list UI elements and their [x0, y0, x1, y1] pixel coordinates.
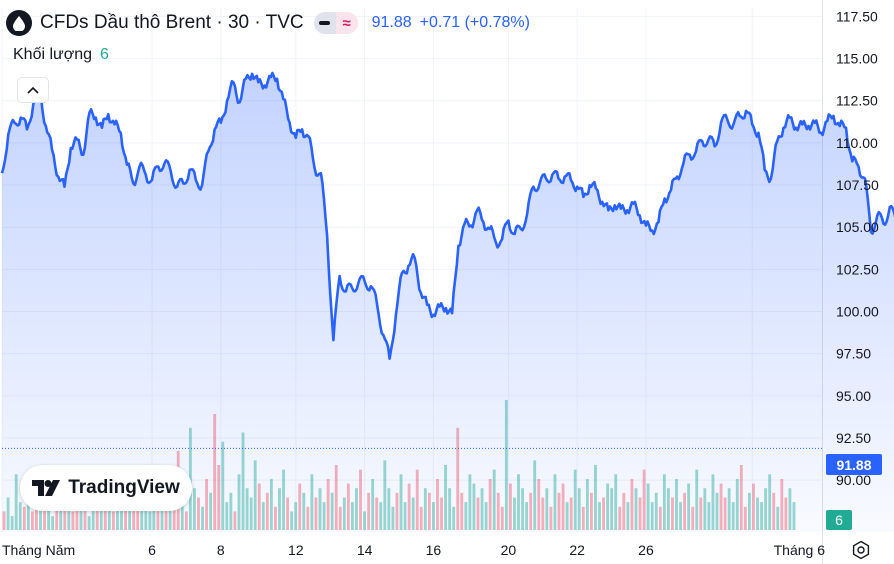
y-tick-label: 100.00	[836, 304, 879, 320]
settings-gear-icon[interactable]	[849, 539, 873, 561]
collapse-legend-button[interactable]	[17, 77, 49, 103]
y-tick-label: 117.50	[836, 8, 878, 24]
y-tick-label: 112.50	[836, 93, 878, 109]
x-tick-label: 14	[357, 542, 373, 558]
x-tick-label: 12	[288, 542, 304, 558]
x-tick-label: 22	[569, 542, 585, 558]
y-tick-label: 105.00	[836, 219, 879, 235]
last-price-value: 91.88	[371, 14, 412, 31]
price-line	[0, 71, 894, 360]
x-tick-label: 8	[217, 542, 225, 558]
y-tick-label: 92.50	[836, 430, 871, 446]
x-tick-label: 26	[638, 542, 654, 558]
chevron-up-icon	[27, 86, 39, 94]
x-tick-label: 16	[426, 542, 442, 558]
approx-icon: ≈	[335, 12, 358, 34]
x-tick-label: Tháng Năm	[2, 542, 75, 558]
y-tick-label: 110.00	[836, 135, 878, 151]
last-price-tag: 91.88	[826, 454, 882, 475]
tradingview-badge[interactable]: TradingView	[20, 465, 192, 511]
y-tick-label: 102.50	[836, 261, 879, 277]
tradingview-wordmark: TradingView	[68, 477, 180, 498]
tradingview-logo-icon	[32, 480, 61, 496]
volume-legend: Khối lượng 6	[13, 46, 109, 64]
y-tick-label: 95.00	[836, 388, 871, 404]
y-tick-label: 97.50	[836, 346, 871, 362]
symbol-flags[interactable]: ≈	[313, 12, 358, 34]
volume-label: Khối lượng	[13, 46, 93, 63]
time-axis[interactable]: Tháng Năm 6 8 12 14 16 20 22 26 Tháng 6	[2, 542, 825, 558]
price-area-fill	[2, 73, 894, 532]
chart-title[interactable]: CFDs Dầu thô Brent · 30 · TVC	[40, 12, 304, 33]
y-tick-label: 90.00	[836, 472, 871, 488]
x-tick-label: 20	[501, 542, 517, 558]
price-change: +0.71 (+0.78%)	[419, 14, 530, 31]
y-tick-label: 115.00	[836, 51, 878, 67]
volume-value: 6	[100, 46, 109, 63]
price-axis[interactable]: 117.50 115.00 112.50 110.00 107.50 105.00 102.…	[836, 8, 879, 488]
y-tick-label: 107.50	[836, 177, 879, 193]
last-volume-tag: 6	[826, 510, 852, 530]
x-tick-label: Tháng 6	[774, 542, 826, 558]
x-tick-label: 6	[148, 542, 156, 558]
oil-drop-icon	[6, 10, 32, 36]
dash-icon	[314, 12, 336, 34]
symbol-legend: CFDs Dầu thô Brent · 30 · TVC ≈ 91.88 +0…	[6, 10, 530, 36]
